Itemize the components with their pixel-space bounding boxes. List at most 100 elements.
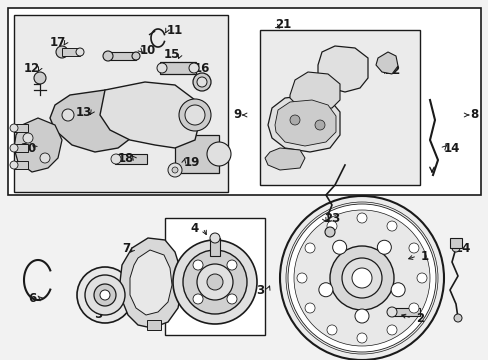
Circle shape [356,333,366,343]
Circle shape [40,153,50,163]
Circle shape [10,161,18,169]
Circle shape [209,233,220,243]
Text: 13: 13 [76,105,92,118]
Circle shape [103,51,113,61]
Text: 20: 20 [20,141,36,154]
Bar [164,218,264,335]
Circle shape [157,63,167,73]
Bar [62,48,80,56]
Circle shape [193,73,210,91]
Polygon shape [130,250,172,315]
Text: 18: 18 [118,152,134,165]
Circle shape [56,46,68,58]
Circle shape [193,294,203,304]
Bar [14,161,28,169]
Circle shape [168,163,182,177]
Circle shape [293,210,429,346]
Circle shape [111,154,121,164]
Polygon shape [317,46,367,92]
Text: 12: 12 [24,62,40,75]
Bar [449,238,461,248]
Bar [391,308,419,316]
Circle shape [408,303,418,313]
Circle shape [287,204,435,352]
Circle shape [197,77,206,87]
Circle shape [206,274,223,290]
Polygon shape [274,100,335,146]
Circle shape [451,244,459,252]
Bar [14,124,28,132]
Polygon shape [100,82,200,148]
Bar [260,30,419,185]
Text: 17: 17 [50,36,66,49]
Circle shape [318,283,332,297]
Bar [147,320,161,330]
Polygon shape [14,118,62,172]
Circle shape [314,120,325,130]
Circle shape [34,72,46,84]
Text: 14: 14 [443,141,459,154]
Circle shape [386,221,396,231]
Circle shape [416,273,426,283]
Text: 7: 7 [122,242,130,255]
Bar [175,135,219,173]
Polygon shape [375,52,397,74]
Bar [14,144,28,152]
Polygon shape [289,72,339,110]
Circle shape [197,264,232,300]
Text: 24: 24 [453,242,469,255]
Circle shape [173,240,257,324]
Circle shape [453,314,461,322]
Text: 21: 21 [274,18,290,31]
Circle shape [341,258,381,298]
Circle shape [112,112,124,124]
Circle shape [351,268,371,288]
Bar [108,52,136,60]
Circle shape [183,250,246,314]
Polygon shape [120,238,182,328]
Text: 6: 6 [28,292,36,305]
Circle shape [62,109,74,121]
Circle shape [172,167,178,173]
Text: 8: 8 [469,108,477,122]
Circle shape [179,99,210,131]
Circle shape [10,144,18,152]
Bar [209,238,220,256]
Circle shape [76,48,84,56]
Circle shape [386,325,396,335]
Bar [8,8,480,195]
Bar [160,62,196,74]
Circle shape [23,133,33,143]
Circle shape [10,124,18,132]
Polygon shape [50,90,140,152]
Circle shape [332,240,346,254]
Text: 11: 11 [166,23,183,36]
Circle shape [226,260,237,270]
Bar [14,15,227,192]
Circle shape [354,309,368,323]
Circle shape [226,294,237,304]
Circle shape [377,240,390,254]
Circle shape [85,275,125,315]
Polygon shape [264,148,305,170]
Circle shape [326,325,336,335]
Circle shape [386,307,396,317]
Text: 10: 10 [140,44,156,57]
Text: 16: 16 [193,62,210,75]
Circle shape [305,303,314,313]
Circle shape [325,227,334,237]
Text: 5: 5 [94,307,102,320]
Text: 3: 3 [255,284,264,297]
Text: 4: 4 [190,221,199,234]
Text: 1: 1 [420,249,428,262]
Text: 19: 19 [183,156,200,168]
Circle shape [193,260,203,270]
Circle shape [305,243,314,253]
Text: 2: 2 [415,311,423,324]
Circle shape [206,142,230,166]
Circle shape [280,196,443,360]
Circle shape [94,284,116,306]
Text: 22: 22 [383,63,399,77]
Text: 9: 9 [233,108,242,122]
Circle shape [296,273,306,283]
